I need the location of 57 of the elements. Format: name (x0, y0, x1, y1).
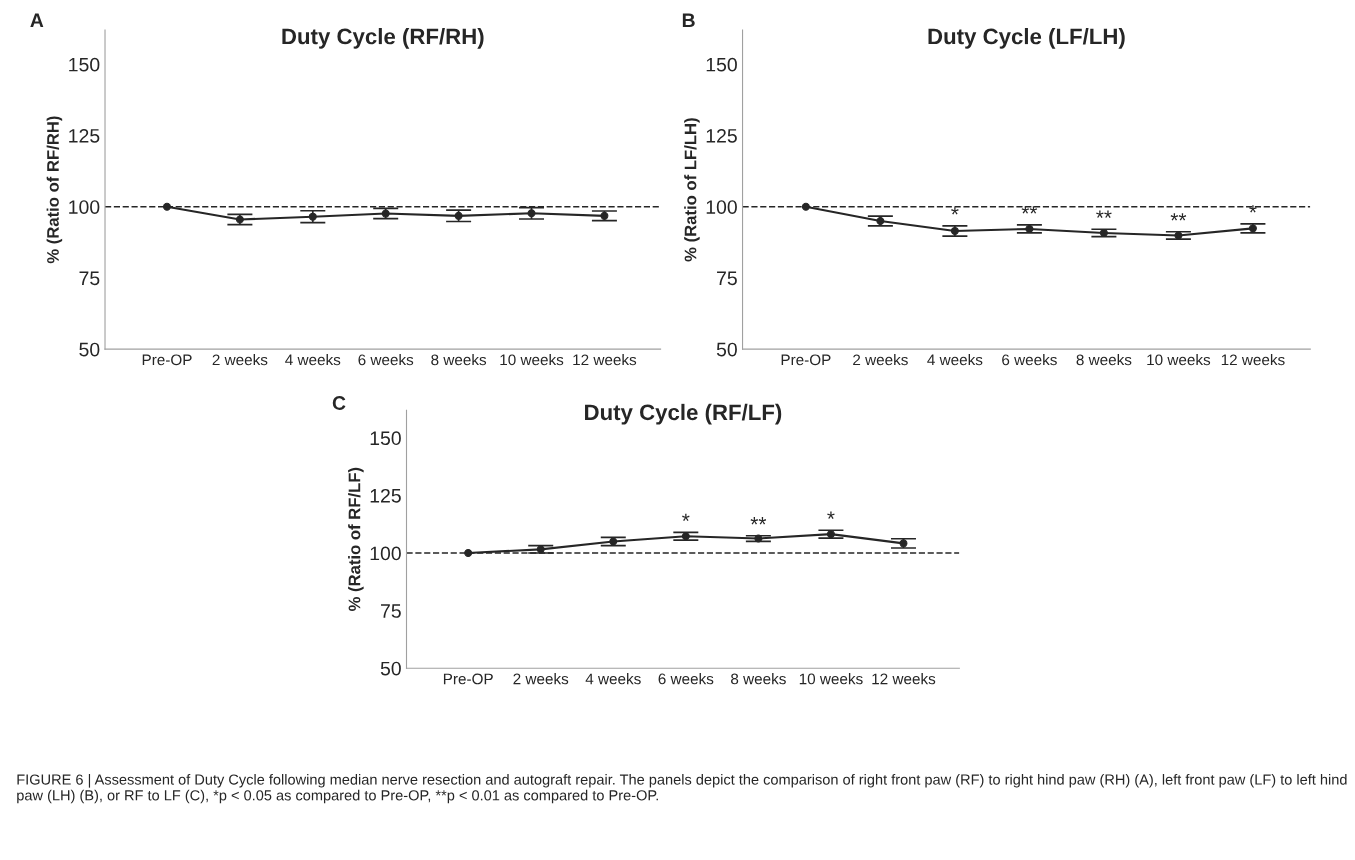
y-axis-title: % (Ratio of RF/LF) (348, 467, 364, 612)
text: B (682, 13, 695, 27)
point (801, 202, 810, 211)
x-tick-label: 10 weeks (1147, 354, 1211, 366)
annotation: ** (1021, 206, 1038, 214)
chart-title: Duty Cycle (RF/LF) (585, 403, 782, 425)
y-tick-label: 125 (706, 128, 737, 143)
y-tick-label: 50 (380, 661, 401, 676)
annotation: * (1249, 205, 1257, 213)
y-tick-label: 50 (79, 342, 100, 357)
annotation: * (682, 513, 690, 521)
annotation: * (827, 511, 835, 519)
x-tick-label: 4 weeks (585, 673, 641, 685)
annotation: ** (1170, 213, 1187, 221)
x-tick-label: 4 weeks (927, 354, 983, 366)
chart-title: Duty Cycle (LF/LH) (928, 28, 1125, 49)
x-tick-label: 12 weeks (872, 673, 936, 685)
y-tick-label: 75 (79, 271, 100, 286)
point (464, 549, 473, 558)
y-tick-label: 125 (370, 488, 401, 503)
text: A (30, 13, 44, 27)
x-tick-label: 12 weeks (573, 354, 637, 366)
y-tick-label: 125 (69, 128, 100, 143)
x-tick-label: 6 weeks (658, 673, 714, 685)
y-tick-label: 100 (706, 200, 737, 214)
x-tick-label: 10 weeks (799, 673, 863, 685)
y-axis-title: % (Ratio of RF/RH) (46, 116, 63, 264)
x-tick-label: Pre-OP (142, 354, 192, 366)
point (162, 202, 171, 211)
x-tick-label: 2 weeks (513, 673, 569, 685)
y-tick-label: 100 (370, 546, 401, 561)
caption: FIGURE 6 | Assessment of Duty Cycle following median nerve resection and autograft repair. The panels depict the comparison of right front paw (RF) to right hind paw (RH) (A), left front paw (LF) to left hind paw (LH) (B), or RF to LF (C), *p < 0.05 as compared to Pre-OP, **p < 0.01 as compared to Pre-OP. (17, 774, 1347, 804)
text: C (332, 396, 346, 410)
x-tick-label: 10 weeks (500, 354, 564, 366)
x-tick-label: 8 weeks (1076, 354, 1132, 366)
x-tick-label: Pre-OP (781, 354, 831, 366)
x-tick-label: 4 weeks (285, 354, 341, 366)
y-tick-label: 150 (69, 57, 100, 72)
y-axis-title: % (Ratio of LF/LH) (684, 118, 700, 262)
annotation: ** (1096, 210, 1112, 218)
annotation: * (951, 207, 959, 215)
y-tick-label: 100 (69, 200, 100, 214)
x-tick-label: 6 weeks (358, 354, 414, 366)
x-tick-label: 6 weeks (1002, 354, 1057, 366)
y-tick-label: 150 (370, 431, 401, 446)
annotation: ** (750, 517, 767, 525)
chart-title: Duty Cycle (RF/RH) (282, 28, 484, 49)
x-tick-label: 8 weeks (431, 354, 487, 366)
x-tick-label: 2 weeks (853, 354, 908, 366)
y-tick-label: 150 (706, 57, 737, 72)
y-tick-label: 75 (381, 604, 401, 618)
x-tick-label: 12 weeks (1221, 354, 1285, 366)
y-tick-label: 75 (717, 271, 737, 286)
y-tick-label: 50 (716, 342, 737, 357)
x-tick-label: 2 weeks (212, 354, 268, 366)
x-tick-label: Pre-OP (443, 673, 493, 685)
x-tick-label: 8 weeks (731, 673, 786, 685)
